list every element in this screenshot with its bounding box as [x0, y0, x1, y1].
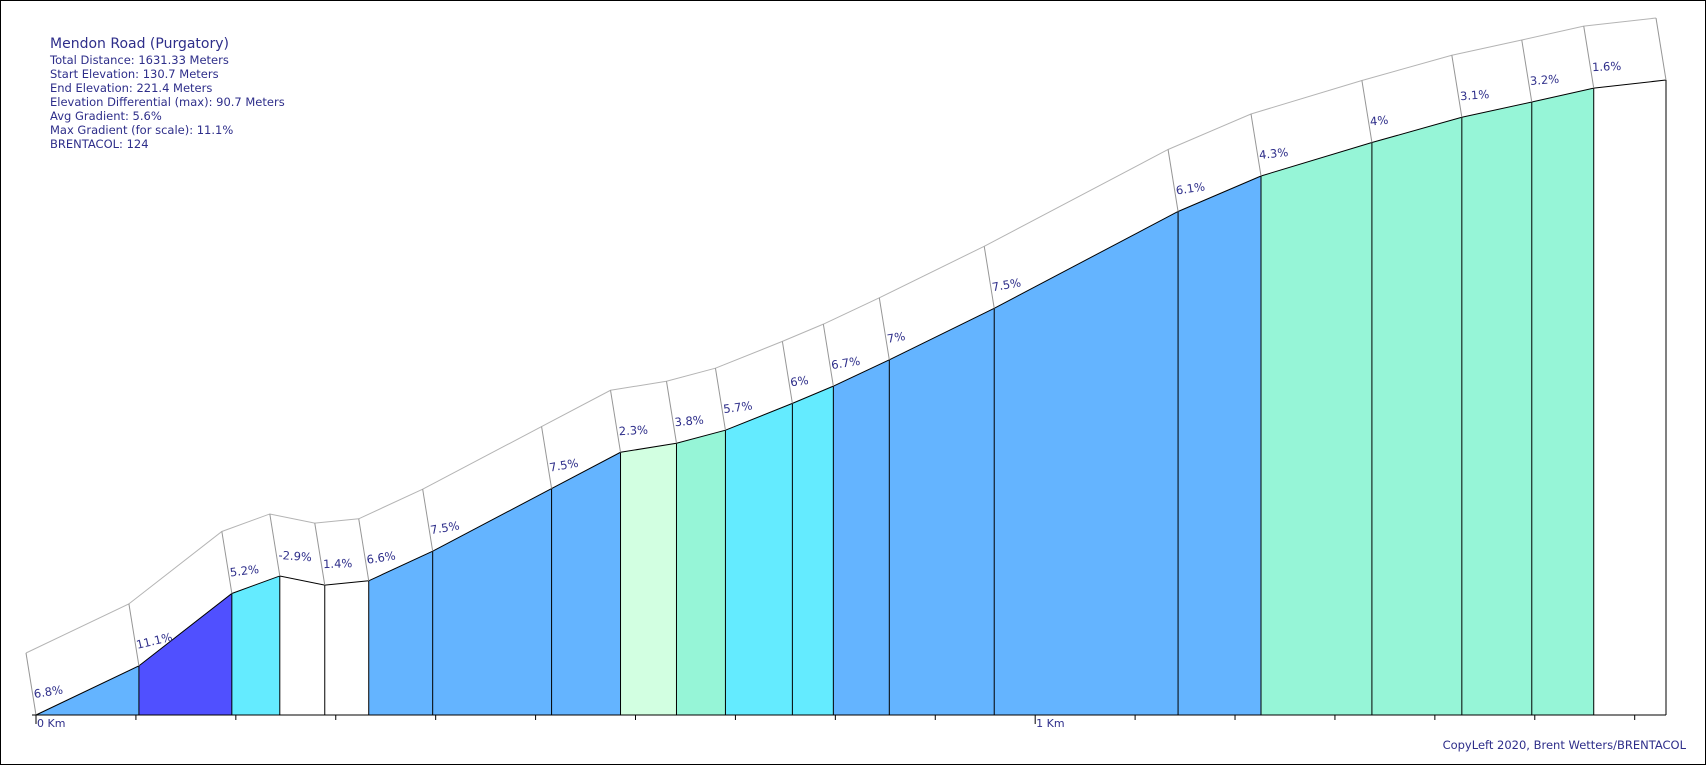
segment-fill — [231, 575, 280, 715]
label-strip-divider — [422, 489, 434, 552]
segment-fill — [889, 308, 995, 715]
label-strip-divider — [221, 531, 233, 594]
label-strip-divider — [1655, 17, 1667, 81]
segment-fill — [620, 443, 677, 715]
label-strip-divider — [541, 426, 553, 489]
gradient-label: 5.7% — [722, 398, 753, 416]
label-strip-divider — [358, 518, 370, 581]
start-elevation: Start Elevation: 130.7 Meters — [50, 67, 219, 81]
brentacol-score: BRENTACOL: 124 — [50, 137, 149, 151]
elevation-differential: Elevation Differential (max): 90.7 Meter… — [50, 95, 285, 109]
label-strip-divider — [714, 368, 726, 431]
gradient-label: 6% — [789, 373, 809, 389]
gradient-label: 5.2% — [229, 562, 260, 579]
gradient-label: 7.5% — [991, 275, 1022, 294]
label-strip-divider — [610, 390, 622, 453]
gradient-label: 1.4% — [323, 556, 353, 571]
label-strip-top — [25, 17, 1657, 654]
copyright-text: CopyLeft 2020, Brent Wetters/BRENTACOL — [1442, 738, 1686, 752]
gradient-label: 4.3% — [1258, 145, 1289, 162]
gradient-label: 7% — [886, 329, 906, 346]
segment-fill — [1461, 102, 1532, 715]
segment-fill — [1371, 117, 1462, 715]
label-strip-divider — [314, 523, 326, 586]
segment-fill — [368, 551, 433, 715]
gradient-label: 7.5% — [548, 456, 579, 475]
gradient-label: 3.2% — [1529, 72, 1559, 88]
segment-fills — [36, 80, 1666, 716]
x-tick-label: 0 Km — [37, 717, 65, 730]
label-strip-divider — [1361, 80, 1373, 143]
segment-dividers — [138, 80, 1667, 715]
label-strip-divider — [128, 603, 140, 666]
segment-fill — [1178, 175, 1262, 716]
segment-fill — [551, 452, 621, 715]
segment-fill — [324, 580, 369, 715]
label-strip-divider — [1583, 26, 1595, 89]
x-tick-label: 1 Km — [1036, 717, 1064, 730]
label-strip-divider — [822, 324, 834, 387]
gradient-label: 3.8% — [674, 413, 704, 430]
gradient-label: -2.9% — [278, 548, 312, 564]
max-gradient: Max Gradient (for scale): 11.1% — [50, 123, 234, 137]
label-strip-divider — [1521, 39, 1533, 103]
segment-fill — [833, 359, 890, 715]
label-strip-divider — [1167, 149, 1179, 212]
label-strip-divider — [878, 297, 890, 360]
gradient-label: 4% — [1369, 113, 1389, 129]
end-elevation: End Elevation: 221.4 Meters — [50, 81, 213, 95]
gradient-label: 6.8% — [33, 683, 64, 701]
x-axis: 0 Km 1 Km — [32, 714, 1666, 730]
profile-line — [35, 79, 1667, 716]
label-strip-divider — [983, 246, 995, 309]
gradient-label: 1.6% — [1592, 59, 1622, 74]
gradient-label: 2.3% — [618, 423, 648, 439]
label-strip-divider — [781, 341, 793, 404]
label-strip-divider — [665, 381, 677, 444]
label-strip-divider — [269, 513, 281, 577]
label-strip-divider — [1451, 55, 1463, 118]
route-title: Mendon Road (Purgatory) — [50, 36, 229, 52]
segment-fill — [725, 403, 793, 715]
gradient-label: 6.6% — [366, 548, 397, 566]
profile-outline — [25, 17, 1667, 716]
segment-fill — [1531, 88, 1594, 716]
gradient-label: 7.5% — [429, 518, 460, 537]
label-strip-divider — [25, 652, 37, 716]
segment-fill — [1261, 142, 1372, 716]
segment-fill — [279, 575, 325, 715]
segment-fill — [432, 488, 552, 715]
label-strip-divider — [1250, 113, 1262, 177]
segment-fill — [1593, 80, 1666, 715]
gradient-label: 6.7% — [830, 354, 861, 372]
segment-fill — [138, 593, 232, 715]
avg-gradient: Avg Gradient: 5.6% — [50, 109, 162, 123]
route-info-panel: Mendon Road (Purgatory) Total Distance: … — [50, 36, 285, 151]
total-distance: Total Distance: 1631.33 Meters — [50, 53, 229, 67]
segment-fill — [676, 430, 726, 715]
gradient-label: 3.1% — [1460, 87, 1490, 103]
segment-fill — [792, 386, 834, 715]
gradient-label: 6.1% — [1175, 179, 1206, 197]
segment-fill — [994, 211, 1179, 715]
